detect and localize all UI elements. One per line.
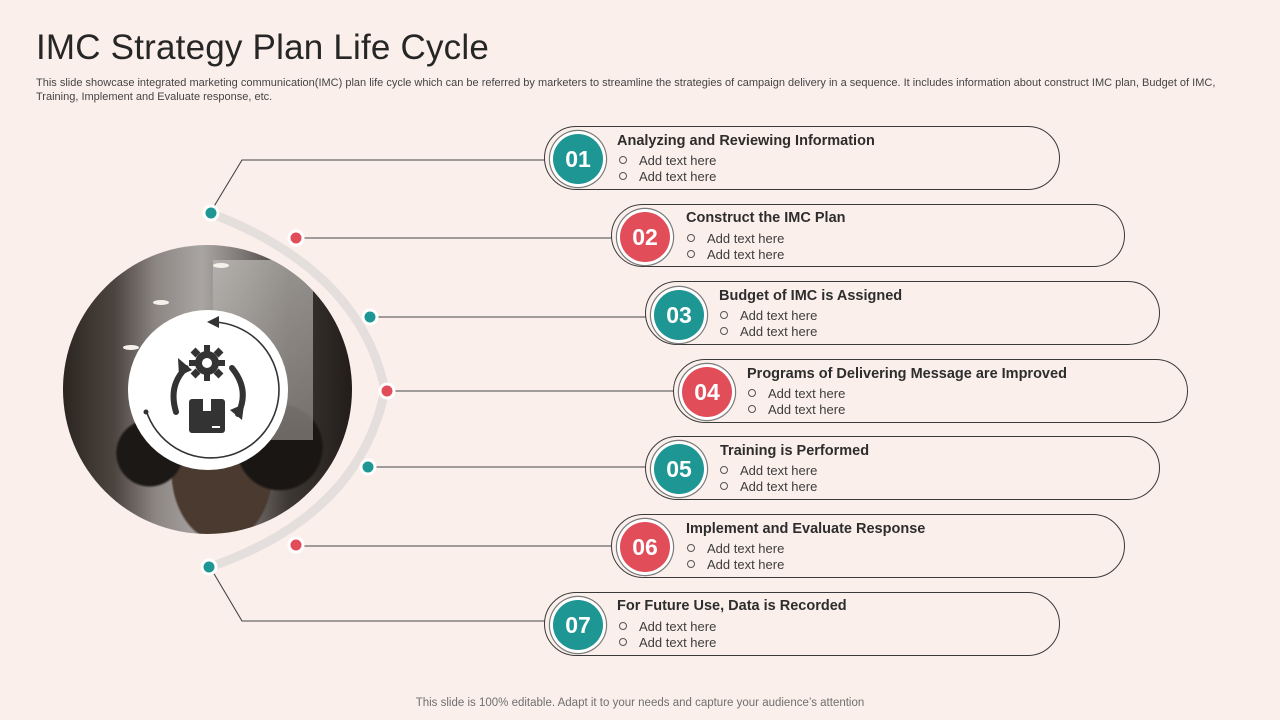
step-bullet: Add text here (619, 169, 716, 184)
photo-ceiling-light (123, 345, 139, 350)
step-card-05 (645, 436, 1160, 500)
step-bullet: Add text here (748, 402, 845, 417)
node-dot-06 (287, 536, 305, 554)
step-bullet: Add text here (748, 386, 845, 401)
node-dot-01 (202, 204, 220, 222)
step-bullet: Add text here (687, 557, 784, 572)
photo-ceiling-light (213, 263, 229, 268)
step-bullet: Add text here (619, 153, 716, 168)
node-dot-04 (378, 382, 396, 400)
step-bullet: Add text here (687, 541, 784, 556)
step-title-05: Training is Performed (720, 443, 870, 459)
node-dot-03 (361, 308, 379, 326)
step-bullet: Add text here (619, 619, 716, 634)
step-bullet: Add text here (619, 635, 716, 650)
connector-line-01 (209, 159, 545, 214)
step-number-03: 03 (654, 290, 704, 340)
footer-note: This slide is 100% editable. Adapt it to… (415, 697, 865, 709)
connector-line-07 (209, 566, 545, 622)
node-dot-05 (359, 458, 377, 476)
step-title-07: For Future Use, Data is Recorded (617, 598, 847, 614)
step-number-01: 01 (553, 134, 603, 184)
page-title: IMC Strategy Plan Life Cycle (36, 28, 489, 67)
step-bullet: Add text here (720, 324, 817, 339)
step-number-05: 05 (654, 444, 704, 494)
center-icon-circle (128, 310, 288, 470)
step-title-04: Programs of Delivering Message are Impro… (747, 366, 1067, 382)
step-bullet: Add text here (720, 479, 817, 494)
step-number-06: 06 (620, 522, 670, 572)
step-card-06 (611, 514, 1125, 578)
step-title-02: Construct the IMC Plan (686, 210, 846, 226)
photo-ceiling-light (153, 300, 169, 305)
step-title-06: Implement and Evaluate Response (686, 521, 926, 537)
node-dot-07 (200, 558, 218, 576)
step-card-04 (673, 359, 1188, 423)
step-card-07 (544, 592, 1060, 656)
step-number-04: 04 (682, 367, 732, 417)
step-bullet: Add text here (687, 247, 784, 262)
step-bullet: Add text here (720, 463, 817, 478)
step-card-02 (611, 204, 1125, 267)
step-number-02: 02 (620, 212, 670, 262)
step-title-01: Analyzing and Reviewing Information (617, 133, 875, 149)
step-number-07: 07 (553, 600, 603, 650)
step-card-03 (645, 281, 1160, 345)
gear-box-cycle-icon (143, 316, 280, 459)
node-dot-02 (287, 229, 305, 247)
step-bullet: Add text here (687, 231, 784, 246)
step-bullet: Add text here (720, 308, 817, 323)
step-card-01 (544, 126, 1060, 190)
step-title-03: Budget of IMC is Assigned (719, 288, 903, 304)
page-subtitle: This slide showcase integrated marketing… (36, 77, 1216, 103)
